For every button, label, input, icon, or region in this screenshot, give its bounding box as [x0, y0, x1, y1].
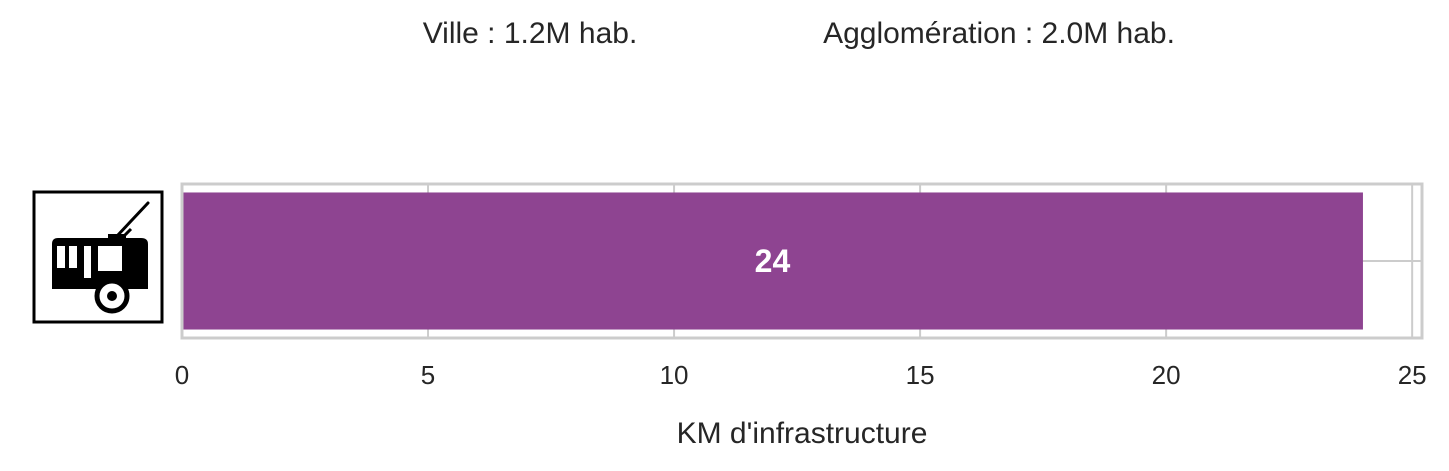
x-tick-label: 25 [1398, 360, 1427, 390]
x-tick-label: 10 [660, 360, 689, 390]
metro-population-text: Agglomération : 2.0M hab. [823, 17, 1175, 50]
plot-frame [180, 182, 1424, 340]
x-axis-label: KM d'infrastructure [677, 417, 928, 450]
plot-area: 24 0 5 10 15 20 25 [175, 182, 1427, 390]
x-tick-label: 5 [421, 360, 435, 390]
trolleybus-icon [32, 190, 164, 324]
bar [182, 192, 1363, 330]
x-tick-label: 20 [1152, 360, 1181, 390]
bar-value-label: 24 [755, 243, 791, 279]
x-tick-label: 15 [906, 360, 935, 390]
x-tick-label: 0 [175, 360, 189, 390]
city-population-text: Ville : 1.2M hab. [423, 17, 638, 50]
